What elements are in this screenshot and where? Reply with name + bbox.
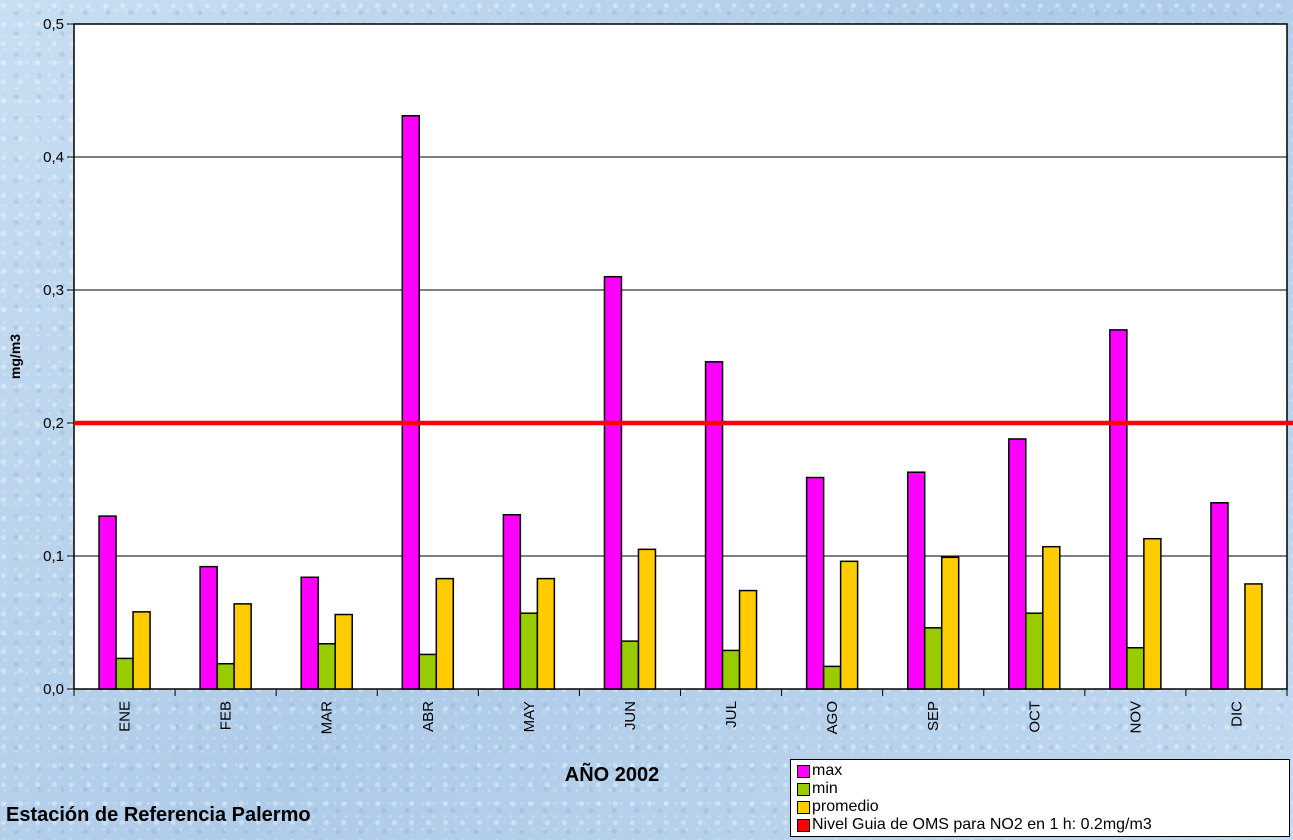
bar-min-ene (115, 657, 134, 690)
x-axis-label: AÑO 2002 (565, 763, 660, 786)
legend-label-min: min (812, 780, 838, 797)
legend-label-max: max (812, 762, 843, 779)
bar-min-mar (317, 643, 336, 690)
bar-max-ago (805, 476, 825, 690)
x-tick-label: ENE (117, 701, 134, 732)
bar-max-mar (300, 576, 319, 690)
y-tick-label: 0,1 (43, 548, 64, 565)
legend-item-max: max (797, 762, 1289, 780)
bar-promedio-ene (132, 611, 151, 690)
bar-promedio-jun (637, 548, 657, 690)
bar-promedio-sep (940, 556, 960, 690)
x-tick-label: MAR (319, 701, 336, 735)
bar-min-may (519, 612, 539, 690)
bar-max-oct (1008, 438, 1027, 690)
legend-label-promedio: promedio (812, 798, 879, 815)
axes: 0,0 0,1 0,2 0,3 0,4 0,5 ENE FEB MAR ABR MAY JUN JUL A… (43, 16, 1288, 735)
bar-promedio-mar (334, 613, 353, 690)
legend-item-min: min (797, 780, 1289, 798)
bar-max-ene (98, 515, 117, 690)
legend-item-oms: Nivel Guia de OMS para NO2 en 1 h: 0.2mg… (797, 816, 1289, 834)
legend-label-oms: Nivel Guia de OMS para NO2 en 1 h: 0.2mg… (812, 816, 1152, 833)
bar-min-jul (721, 649, 741, 690)
x-tick-label: NOV (1127, 701, 1144, 734)
bar-min-nov (1126, 647, 1145, 690)
bar-max-abr (401, 115, 421, 690)
bar-promedio-may (536, 577, 556, 690)
y-tick-label: 0,3 (43, 282, 64, 299)
bar-promedio-ago (839, 560, 859, 690)
bar-max-may (502, 514, 522, 690)
x-tick-label: MAY (521, 701, 538, 732)
y-tick-label: 0,0 (43, 681, 64, 698)
legend-swatch-promedio (797, 800, 810, 814)
bar-min-oct (1025, 612, 1044, 690)
bar-max-sep (906, 471, 926, 690)
bar-min-jun (620, 640, 640, 690)
bar-min-sep (923, 627, 943, 690)
y-tick-label: 0,5 (43, 16, 64, 33)
x-tick-label: AGO (824, 701, 841, 734)
x-tick-label: JUL (723, 701, 740, 728)
bar-min-feb (216, 662, 235, 690)
bar-promedio-nov (1143, 537, 1162, 690)
x-tick-label: DIC (1228, 701, 1245, 727)
legend: max min promedio Nivel Guia de OMS para … (790, 759, 1290, 837)
y-tick-label: 0,2 (43, 415, 64, 432)
bar-max-nov (1109, 329, 1128, 690)
y-tick-label: 0,4 (43, 149, 64, 166)
legend-swatch-min (797, 782, 810, 796)
bar-max-feb (199, 565, 218, 690)
station-caption: Estación de Referencia Palermo (6, 804, 311, 826)
bar-promedio-feb (233, 603, 252, 690)
x-tick-label: FEB (218, 701, 235, 730)
legend-item-promedio: promedio (797, 798, 1289, 816)
bar-max-jun (603, 275, 623, 690)
bar-promedio-jul (738, 589, 758, 690)
bar-promedio-dic (1244, 583, 1263, 690)
plot-area (73, 23, 1288, 690)
bar-promedio-oct (1042, 545, 1061, 690)
legend-swatch-max (797, 764, 810, 778)
bar-max-jul (704, 361, 724, 690)
x-tick-label: JUN (622, 701, 639, 730)
bars (98, 115, 1263, 690)
y-axis-label: mg/m3 (7, 334, 23, 379)
x-tick-label: SEP (925, 701, 942, 731)
x-tick-label: ABR (420, 701, 437, 732)
bar-max-dic (1210, 502, 1229, 690)
x-tick-label: OCT (1026, 701, 1043, 733)
legend-swatch-oms (797, 818, 810, 832)
bar-min-abr (418, 653, 438, 690)
bar-min-ago (822, 665, 842, 690)
bar-promedio-abr (435, 577, 455, 690)
